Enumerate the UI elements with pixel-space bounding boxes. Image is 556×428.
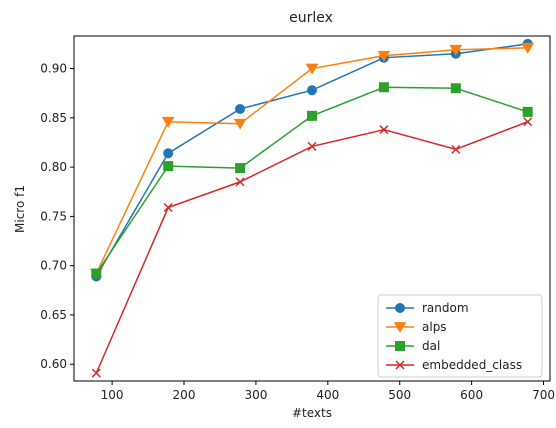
series-dal bbox=[91, 82, 533, 279]
legend-box bbox=[377, 294, 543, 378]
y-tick-label: 0.65 bbox=[40, 308, 67, 322]
y-axis-label: Micro f1 bbox=[13, 185, 27, 233]
legend-label: embedded_class bbox=[422, 358, 522, 372]
x-tick-label: 200 bbox=[173, 388, 196, 402]
data-point bbox=[233, 118, 247, 130]
data-point bbox=[163, 161, 174, 172]
plot-area bbox=[73, 35, 551, 382]
legend-item: dal bbox=[386, 339, 440, 353]
data-point bbox=[449, 44, 463, 56]
chart-title: eurlex bbox=[289, 10, 333, 26]
x-tick-label: 600 bbox=[460, 388, 483, 402]
y-tick-label: 0.90 bbox=[40, 62, 67, 76]
data-point bbox=[450, 83, 461, 94]
data-point bbox=[377, 50, 391, 62]
data-point bbox=[521, 42, 535, 54]
data-point bbox=[235, 177, 245, 187]
legend-item: random bbox=[386, 301, 469, 315]
data-point bbox=[523, 117, 533, 127]
data-point bbox=[163, 202, 173, 213]
legend-marker bbox=[393, 322, 407, 333]
y-tick-label: 0.85 bbox=[40, 111, 67, 125]
x-tick-label: 300 bbox=[244, 388, 267, 402]
data-point bbox=[522, 106, 533, 117]
plot-frame bbox=[73, 35, 551, 382]
data-point bbox=[163, 148, 174, 159]
x-axis-label: #texts bbox=[292, 406, 332, 420]
y-tick-label: 0.75 bbox=[40, 209, 67, 223]
x-tick-label: 500 bbox=[388, 388, 411, 402]
data-point bbox=[235, 163, 246, 174]
x-axis: 100 200 300 400 500 600 700 bbox=[101, 381, 555, 402]
data-point bbox=[307, 85, 317, 96]
data-point bbox=[91, 368, 101, 378]
data-point bbox=[307, 110, 317, 121]
data-point bbox=[307, 141, 317, 151]
legend-label: dal bbox=[422, 339, 440, 353]
legend-marker bbox=[395, 360, 405, 370]
x-tick-label: 100 bbox=[101, 388, 124, 402]
legend-marker bbox=[395, 341, 405, 351]
y-tick-label: 0.70 bbox=[40, 259, 67, 273]
legend-label: random bbox=[422, 301, 469, 315]
y-tick-label: 0.80 bbox=[40, 160, 67, 174]
y-tick-label: 0.60 bbox=[40, 357, 67, 371]
series-embedded-class bbox=[91, 117, 533, 378]
data-point bbox=[378, 82, 389, 93]
legend-marker bbox=[395, 303, 405, 313]
data-point bbox=[161, 116, 175, 128]
data-point bbox=[91, 268, 102, 279]
data-point bbox=[379, 125, 389, 135]
data-point bbox=[305, 63, 319, 75]
legend-item: embedded_class bbox=[386, 358, 522, 372]
data-point bbox=[235, 103, 246, 114]
legend-item: alps bbox=[386, 320, 447, 334]
x-tick-label: 400 bbox=[316, 388, 339, 402]
legend-label: alps bbox=[422, 320, 447, 334]
series-layer bbox=[89, 38, 535, 378]
y-axis: 0.60 0.65 0.70 0.75 0.80 0.85 0.90 bbox=[40, 62, 74, 371]
x-tick-label: 700 bbox=[532, 388, 555, 402]
legend: random alps dal embedded_class bbox=[377, 294, 543, 378]
data-point bbox=[451, 144, 461, 154]
